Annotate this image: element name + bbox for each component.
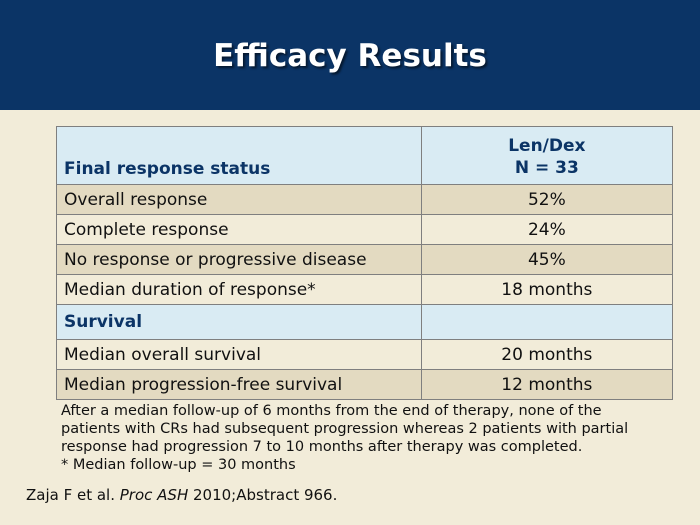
- row-value: 45%: [420, 244, 674, 275]
- table-row: No response or progressive disease 45%: [56, 244, 674, 275]
- row-label: No response or progressive disease: [56, 244, 422, 275]
- survival-section-row: Survival: [56, 304, 674, 340]
- row-label: Overall response: [56, 184, 422, 215]
- header-label-status: Final response status: [64, 159, 271, 179]
- citation-journal: Proc ASH: [119, 486, 189, 504]
- row-label: Median duration of response*: [56, 274, 422, 305]
- survival-section-empty-cell: [420, 304, 674, 340]
- table-row: Median duration of response* 18 months: [56, 274, 674, 305]
- survival-section-label: Survival: [64, 312, 143, 332]
- footnote-line: After a median follow-up of 6 months fro…: [61, 403, 602, 419]
- citation-details: 2010;Abstract 966.: [188, 486, 338, 504]
- row-label: Median progression-free survival: [56, 369, 422, 400]
- table-row: Complete response 24%: [56, 214, 674, 245]
- footnote-line: response had progression 7 to 10 months …: [61, 439, 583, 455]
- row-label: Complete response: [56, 214, 422, 245]
- header-cell-status: Final response status: [56, 126, 422, 185]
- table-row: Median progression-free survival 12 mont…: [56, 369, 674, 400]
- header-label-arm: Len/Dex: [508, 135, 586, 156]
- table-row: Median overall survival 20 months: [56, 339, 674, 370]
- footnote-line: patients with CRs had subsequent progres…: [61, 421, 629, 437]
- header-label-n: N = 33: [514, 157, 579, 178]
- row-value: 18 months: [420, 274, 674, 305]
- citation: Zaja F et al. Proc ASH 2010;Abstract 966…: [26, 486, 337, 504]
- footnote-asterisk-line: * Median follow-up = 30 months: [61, 457, 296, 473]
- footnote: After a median follow-up of 6 months fro…: [61, 402, 661, 474]
- survival-section-cell: Survival: [56, 304, 422, 340]
- table-row: Overall response 52%: [56, 184, 674, 215]
- efficacy-table: Final response status Len/Dex N = 33 Ove…: [56, 126, 674, 400]
- table-header-row: Final response status Len/Dex N = 33: [56, 126, 674, 185]
- row-value: 52%: [420, 184, 674, 215]
- row-value: 24%: [420, 214, 674, 245]
- header-cell-arm: Len/Dex N = 33: [420, 126, 674, 185]
- row-label: Median overall survival: [56, 339, 422, 370]
- title-banner: Efficacy Results: [0, 0, 700, 110]
- slide-title: Efficacy Results: [213, 38, 487, 74]
- citation-authors: Zaja F et al.: [26, 486, 120, 504]
- row-value: 12 months: [420, 369, 674, 400]
- row-value: 20 months: [420, 339, 674, 370]
